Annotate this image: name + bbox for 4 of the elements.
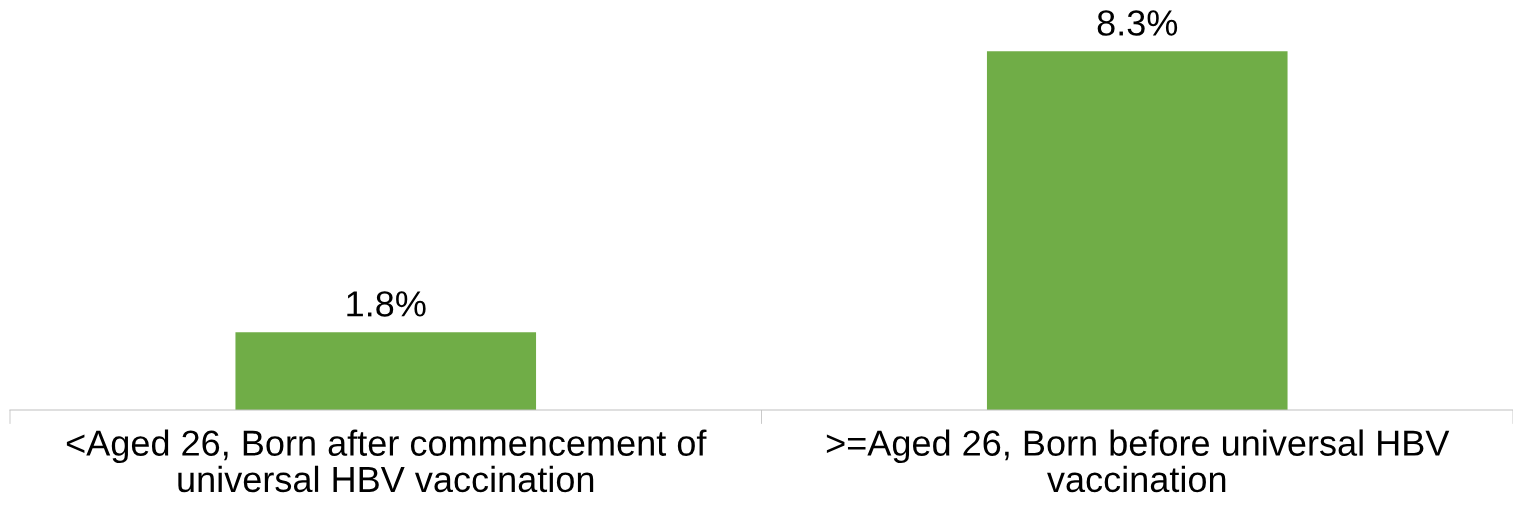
- data-label: 1.8%: [347, 291, 426, 317]
- x-tick-label: >=Aged 26, Born before universal HBV vaccination: [826, 429, 1450, 493]
- data-label: 8.3%: [1097, 10, 1178, 36]
- x-tick-label: <Aged 26, Born after commencement of universal HBV vaccination: [66, 429, 707, 493]
